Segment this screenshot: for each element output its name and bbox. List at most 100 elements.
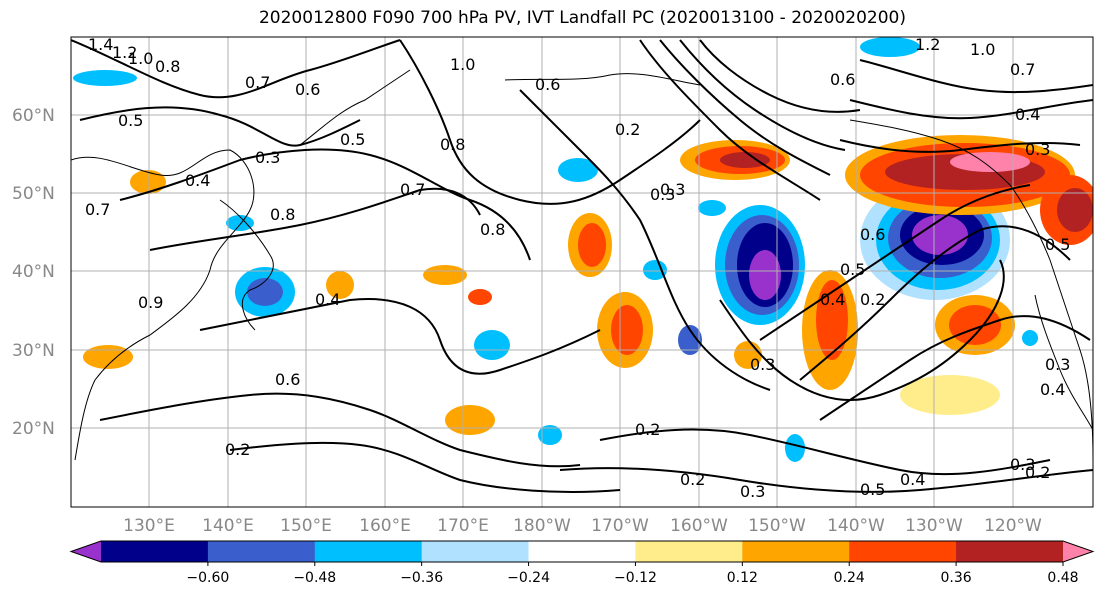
- contour-label: 0.6: [275, 370, 300, 389]
- contour-label: 0.7: [85, 200, 110, 219]
- lon-label: 170°E: [437, 516, 489, 536]
- negative-anomaly-patch: [643, 260, 667, 280]
- colorbar-tick-label: −0.48: [293, 570, 336, 586]
- contour-label: 0.5: [860, 480, 885, 499]
- contour-label: 0.3: [1025, 140, 1050, 159]
- negative-anomaly-patch: [73, 70, 137, 86]
- lat-label: 50°N: [12, 184, 55, 204]
- colorbar-swatch: [421, 541, 530, 562]
- negative-anomaly-patch: [247, 278, 283, 306]
- contour-label: 0.4: [820, 290, 845, 309]
- pv-shading: [73, 37, 1093, 462]
- contour-label: 1.0: [970, 40, 995, 59]
- negative-anomaly-patch: [474, 330, 510, 360]
- lon-label: 170°W: [591, 516, 649, 536]
- contour-label: 0.2: [1025, 463, 1050, 482]
- colorbar-tick-label: −0.36: [400, 570, 443, 586]
- contour-label: 0.3: [650, 185, 675, 204]
- contour-lines: [71, 39, 1093, 493]
- positive-anomaly-patch: [326, 271, 354, 299]
- colorbar-tick-label: −0.12: [614, 570, 657, 586]
- negative-anomaly-patch: [860, 37, 920, 57]
- positive-anomaly-patch: [900, 375, 1000, 415]
- contour-label: 0.8: [440, 135, 465, 154]
- negative-anomaly-patch: [678, 325, 702, 355]
- contour-label: 0.3: [660, 180, 685, 199]
- contour-label: 0.7: [245, 73, 270, 92]
- positive-anomaly-patch: [816, 280, 848, 360]
- colorbar-extend-low: [71, 541, 101, 562]
- lon-label: 120°W: [984, 516, 1042, 536]
- lon-label: 140°E: [202, 516, 254, 536]
- contour-label: 0.6: [860, 225, 885, 244]
- colorbar-tick-label: 0.36: [941, 570, 972, 586]
- positive-anomaly-patch: [423, 265, 467, 285]
- negative-anomaly-patch: [558, 158, 598, 182]
- contour-label: 0.5: [340, 130, 365, 149]
- positive-anomaly-patch: [949, 305, 1001, 345]
- contour-label: 0.8: [270, 205, 295, 224]
- colorbar-swatch: [101, 541, 209, 562]
- negative-anomaly-patch: [538, 425, 562, 445]
- contour-label: 0.3: [1045, 355, 1070, 374]
- positive-anomaly-patch: [445, 405, 495, 435]
- contour-label: 0.2: [860, 290, 885, 309]
- contour-label: 0.4: [185, 171, 210, 190]
- positive-anomaly-patch: [1057, 188, 1093, 232]
- lon-label: 130°E: [123, 516, 175, 536]
- map-frame: [70, 36, 1094, 508]
- contour-label: 0.4: [900, 470, 925, 489]
- contour-label: 1.4: [88, 35, 113, 54]
- negative-anomaly-patch: [226, 215, 254, 231]
- positive-anomaly-patch: [950, 152, 1030, 172]
- lon-label: 140°W: [827, 516, 885, 536]
- contour-label: 1.0: [450, 55, 475, 74]
- positive-anomaly-patch: [720, 152, 770, 168]
- positive-anomaly-patch: [468, 289, 492, 305]
- contour-label: 0.7: [1010, 60, 1035, 79]
- lon-label: 150°W: [748, 516, 806, 536]
- colorbar-tick-label: 0.48: [1047, 570, 1078, 586]
- colorbar-swatch: [956, 541, 1064, 562]
- map-title: 2020012800 F090 700 hPa PV, IVT Landfall…: [258, 8, 906, 28]
- lon-label: 160°W: [670, 516, 728, 536]
- lon-label: 160°E: [359, 516, 411, 536]
- contour-label: 1.0: [128, 49, 153, 68]
- contour-label: 0.3: [750, 355, 775, 374]
- colorbar-swatch: [742, 541, 850, 562]
- negative-anomaly-patch: [1022, 330, 1038, 346]
- colorbar-tick-label: 0.12: [727, 570, 758, 586]
- contour-label: 1.2: [915, 35, 940, 54]
- negative-anomaly-patch: [785, 434, 805, 462]
- contour-label: 0.3: [1010, 455, 1035, 474]
- contour-label: 0.3: [255, 148, 280, 167]
- contour-label: 0.4: [1040, 380, 1065, 399]
- contour-label: 0.5: [1045, 235, 1070, 254]
- graticule: [71, 37, 1093, 507]
- colorbar-swatch: [635, 541, 743, 562]
- lon-label: 130°W: [905, 516, 963, 536]
- positive-anomaly-patch: [83, 345, 133, 369]
- contour-label: 0.8: [155, 57, 180, 76]
- lat-label: 60°N: [12, 106, 55, 126]
- lon-label: 180°W: [513, 516, 571, 536]
- colorbar-tick-label: −0.24: [507, 570, 550, 586]
- colorbar-tick-label: −0.60: [186, 570, 229, 586]
- contour-label: 0.6: [830, 70, 855, 89]
- lon-label: 150°E: [280, 516, 332, 536]
- colorbar-tick-label: 0.24: [834, 570, 865, 586]
- negative-anomaly-patch: [698, 200, 726, 216]
- colorbar-swatch: [314, 541, 423, 562]
- contour-label: 0.4: [315, 290, 340, 309]
- colorbar-outline: [69, 540, 1095, 563]
- colorbar-swatch: [207, 541, 316, 562]
- contour-label: 0.5: [118, 111, 143, 130]
- contour-value-labels: 1.4 1.2 1.0 0.8 0.7 0.6 0.5 0.4 0.3 0.7 …: [85, 35, 1070, 501]
- contour-label: 0.8: [480, 220, 505, 239]
- positive-anomaly-patch: [611, 305, 643, 355]
- positive-anomaly-patch: [578, 223, 606, 267]
- positive-anomaly-patch: [130, 170, 166, 194]
- contour-label: 0.4: [1015, 105, 1040, 124]
- lat-label: 20°N: [12, 419, 55, 439]
